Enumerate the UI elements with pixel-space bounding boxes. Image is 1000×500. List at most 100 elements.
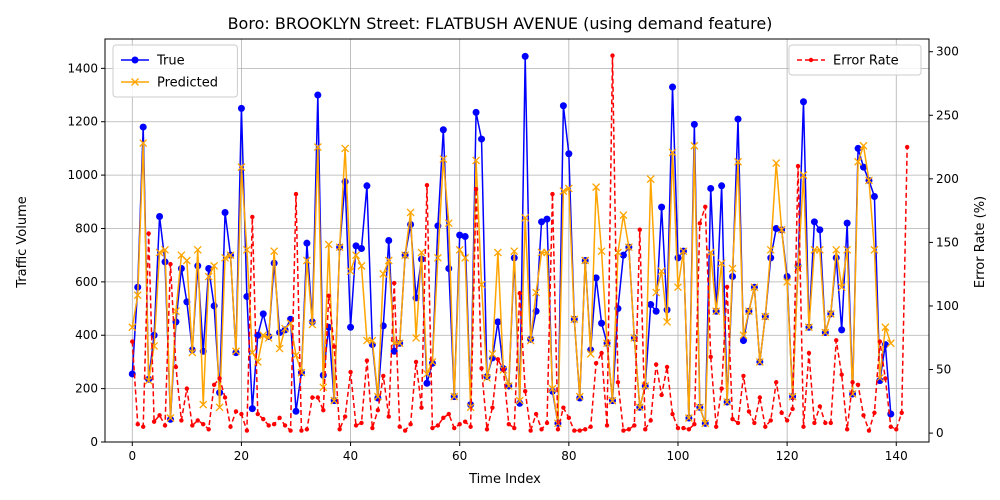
legend-entry-error-rate: Error Rate <box>797 54 899 69</box>
predicted-point <box>575 392 584 401</box>
error-rate-point <box>735 420 741 426</box>
predicted-point <box>761 312 770 321</box>
error-rate-point <box>364 358 370 363</box>
true-point <box>445 265 453 273</box>
error-rate-point <box>795 163 801 169</box>
true-point <box>576 394 584 402</box>
predicted-point <box>139 139 148 148</box>
error-rate-point <box>817 404 823 409</box>
error-rate-point <box>315 395 321 400</box>
legend-marker <box>131 56 139 64</box>
error-rate-point <box>310 395 315 400</box>
predicted-point <box>674 283 682 292</box>
error-rate-point <box>724 284 730 290</box>
predicted-point <box>886 339 895 348</box>
error-rate-point <box>239 411 244 417</box>
error-rate-point <box>359 420 364 426</box>
error-rate-point <box>446 411 451 417</box>
error-rate-point <box>806 350 812 356</box>
error-rate-point <box>201 422 206 427</box>
predicted-point <box>493 248 502 257</box>
true-point <box>237 104 245 112</box>
predicted-point <box>564 184 573 193</box>
y-tick-label: 1000 <box>67 168 98 182</box>
error-rate-point <box>130 339 135 344</box>
predicted-point <box>701 419 710 428</box>
error-rate-point <box>479 366 484 371</box>
predicted-point <box>417 248 426 257</box>
error-rate-point <box>839 372 844 377</box>
error-rate-point <box>397 424 402 429</box>
error-rate-point <box>168 261 173 267</box>
error-rate-point <box>271 422 277 427</box>
error-rate-point <box>495 357 501 362</box>
predicted-point <box>444 219 453 228</box>
series-layer <box>128 52 910 433</box>
error-rate-point <box>850 380 855 385</box>
predicted-point <box>368 336 377 345</box>
chart-title: Boro: BROOKLYN Street: FLATBUSH AVENUE (… <box>228 14 773 33</box>
true-point <box>423 379 431 387</box>
true-point <box>177 265 185 273</box>
predicted-point <box>193 245 202 254</box>
true-point <box>303 239 311 247</box>
predicted-point <box>788 392 797 401</box>
error-rate-point <box>342 414 348 419</box>
y2-axis: 0 50 100 150 200 250 300 <box>929 45 959 440</box>
error-rate-point <box>577 428 582 433</box>
predicted-point <box>515 396 524 405</box>
true-point <box>592 274 600 282</box>
true-point <box>357 245 365 253</box>
true-point <box>860 163 868 171</box>
true-point <box>718 182 726 190</box>
error-rate-point <box>217 376 222 381</box>
error-rate-point <box>151 419 157 424</box>
predicted-point <box>215 403 224 412</box>
predicted-point <box>843 245 852 254</box>
true-point <box>870 192 878 200</box>
y-tick-label: 200 <box>75 382 98 396</box>
true-point <box>538 218 546 226</box>
predicted-point <box>248 348 257 357</box>
error-rate-point <box>261 416 266 422</box>
error-rate-point <box>757 395 763 400</box>
predicted-point <box>412 333 421 342</box>
predicted-point <box>253 357 262 366</box>
error-rate-point <box>768 418 773 423</box>
error-rate-point <box>593 360 599 366</box>
predicted-point <box>706 248 715 257</box>
predicted-point <box>226 251 235 260</box>
predicted-point <box>559 187 568 196</box>
true-point <box>799 98 807 106</box>
predicted-point <box>182 256 191 265</box>
predicted-point <box>870 245 879 254</box>
true-point <box>669 83 677 91</box>
error-rate-point <box>228 424 233 429</box>
predicted-point <box>455 245 464 254</box>
error-rate-point <box>299 428 304 433</box>
error-rate-point <box>752 420 757 426</box>
predicted-point <box>848 390 857 398</box>
error-rate-point <box>604 423 610 428</box>
error-rate-point <box>828 420 833 426</box>
error-rate-point <box>708 354 713 360</box>
error-rate-point <box>632 423 637 428</box>
true-point <box>166 415 174 423</box>
error-rate-point <box>337 427 342 432</box>
predicted-point <box>668 148 677 157</box>
legend-label: Error Rate <box>833 54 899 69</box>
true-point <box>707 184 715 192</box>
error-rate-point <box>135 422 140 427</box>
predicted-point <box>450 392 459 401</box>
error-rate-point <box>353 423 359 428</box>
predicted-point <box>777 225 786 234</box>
true-point <box>390 347 398 355</box>
error-rate-point <box>713 424 719 429</box>
predicted-point <box>586 349 595 358</box>
predicted-point <box>624 243 633 252</box>
predicted-point <box>461 253 470 262</box>
x-tick-label: 0 <box>128 449 136 463</box>
y-axis-label: Traffic Volume <box>15 196 30 289</box>
true-point <box>139 123 147 131</box>
